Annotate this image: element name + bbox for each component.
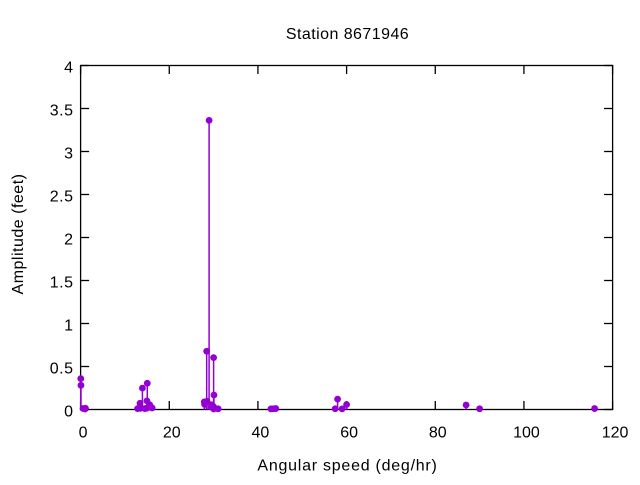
svg-text:20: 20 [163, 425, 181, 442]
svg-text:3: 3 [64, 145, 73, 162]
svg-text:Angular speed (deg/hr): Angular speed (deg/hr) [257, 458, 437, 475]
svg-text:4: 4 [64, 59, 73, 76]
svg-text:100: 100 [513, 425, 540, 442]
svg-text:Amplitude (feet): Amplitude (feet) [10, 174, 27, 295]
svg-text:80: 80 [429, 425, 447, 442]
svg-text:2.5: 2.5 [50, 188, 74, 205]
svg-text:40: 40 [252, 425, 270, 442]
svg-text:3.5: 3.5 [50, 102, 74, 119]
svg-text:1.5: 1.5 [50, 274, 74, 291]
svg-text:0.5: 0.5 [50, 360, 74, 377]
svg-text:60: 60 [340, 425, 358, 442]
svg-text:120: 120 [602, 425, 629, 442]
svg-text:0: 0 [79, 425, 88, 442]
svg-text:Station 8671946: Station 8671946 [286, 26, 409, 43]
svg-text:1: 1 [64, 317, 73, 334]
svg-text:0: 0 [64, 403, 73, 420]
svg-text:2: 2 [64, 231, 73, 248]
